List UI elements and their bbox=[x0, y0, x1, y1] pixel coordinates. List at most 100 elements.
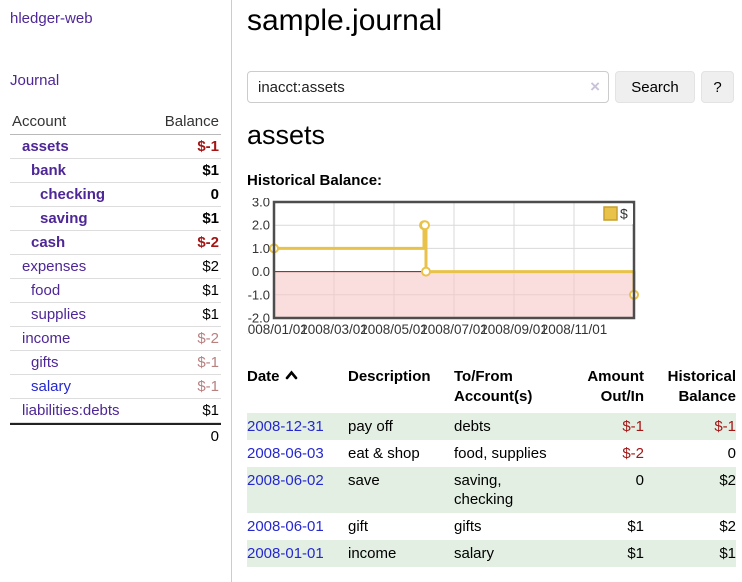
register-balance: $-1 bbox=[714, 418, 736, 435]
register-date-link[interactable]: 2008-01-01 bbox=[247, 545, 324, 562]
svg-text:$: $ bbox=[620, 206, 628, 222]
account-link[interactable]: bank bbox=[31, 162, 67, 179]
account-link[interactable]: liabilities:debts bbox=[22, 402, 120, 419]
account-balance: $-2 bbox=[197, 330, 219, 347]
account-balance: $1 bbox=[202, 282, 219, 299]
account-row: income $-2 bbox=[10, 327, 221, 351]
register-amount: 0 bbox=[635, 472, 644, 489]
page-title: sample.journal bbox=[247, 4, 443, 37]
account-balance: $-1 bbox=[197, 354, 219, 371]
register-date-link[interactable]: 2008-06-02 bbox=[247, 472, 324, 489]
svg-text:2008/07/01: 2008/07/01 bbox=[420, 322, 488, 337]
amount-column-header: Amount Out/In bbox=[587, 368, 644, 405]
account-link[interactable]: assets bbox=[22, 138, 69, 155]
account-link[interactable]: cash bbox=[31, 234, 66, 251]
svg-text:2008/11/01: 2008/11/01 bbox=[541, 322, 608, 337]
register-header-row: Date Description To/From Account(s) Amou… bbox=[247, 365, 736, 413]
register-row: 2008-06-02 save saving, checking 0 $2 bbox=[247, 467, 736, 513]
register-amount: $1 bbox=[627, 518, 644, 535]
accounts-total-row: 0 bbox=[10, 423, 221, 448]
register-balance: 0 bbox=[727, 445, 736, 462]
historical-balance-chart: 3.0 2.0 1.0 0.0 -1.0 -2.02008/01/012008/03/01… bbox=[240, 195, 736, 349]
register-balance: $2 bbox=[719, 518, 736, 535]
register-row: 2008-06-03 eat & shop food, supplies $-2… bbox=[247, 440, 736, 467]
register-amount: $-2 bbox=[622, 445, 644, 462]
account-row: cash $-2 bbox=[10, 231, 221, 255]
svg-text:2008/05/01: 2008/05/01 bbox=[360, 322, 428, 337]
register-accounts: food, supplies bbox=[454, 445, 547, 462]
account-balance: $2 bbox=[202, 258, 219, 275]
account-row: supplies $1 bbox=[10, 303, 221, 327]
svg-text:2008/03/01: 2008/03/01 bbox=[300, 322, 368, 337]
account-link[interactable]: expenses bbox=[22, 258, 87, 275]
svg-text:1.0: 1.0 bbox=[252, 241, 270, 256]
sidebar: hledger-web Journal Account Balance asse… bbox=[0, 0, 232, 582]
account-balance: $1 bbox=[202, 402, 219, 419]
account-row: assets $-1 bbox=[10, 135, 221, 159]
account-link[interactable]: food bbox=[31, 282, 61, 299]
register-date-link[interactable]: 2008-06-01 bbox=[247, 518, 324, 535]
account-balance: $-2 bbox=[197, 234, 219, 251]
clear-search-icon[interactable]: × bbox=[590, 77, 600, 96]
account-row: liabilities:debts $1 bbox=[10, 399, 221, 423]
account-balance: $1 bbox=[202, 210, 219, 227]
register-accounts: gifts bbox=[454, 518, 482, 535]
account-link[interactable]: income bbox=[22, 330, 71, 347]
register-row: 2008-12-31 pay off debts $-1 $-1 bbox=[247, 413, 736, 440]
svg-text:0.0: 0.0 bbox=[252, 264, 270, 279]
date-column-header[interactable]: Date bbox=[247, 365, 348, 413]
register-description: gift bbox=[348, 518, 369, 535]
account-balance: $1 bbox=[202, 162, 219, 179]
account-balance: $-1 bbox=[197, 138, 219, 155]
sidebar-item-journal[interactable]: Journal bbox=[10, 72, 60, 89]
account-link[interactable]: salary bbox=[31, 378, 72, 395]
account-row: food $1 bbox=[10, 279, 221, 303]
account-row: gifts $-1 bbox=[10, 351, 221, 375]
register-description: eat & shop bbox=[348, 445, 420, 462]
register-date-link[interactable]: 2008-06-03 bbox=[247, 445, 324, 462]
register-balance: $1 bbox=[719, 545, 736, 562]
register-amount: $-1 bbox=[622, 418, 644, 435]
account-heading: assets bbox=[247, 120, 326, 150]
account-row: expenses $2 bbox=[10, 255, 221, 279]
sort-ascending-icon bbox=[285, 370, 297, 380]
account-balance: $-1 bbox=[197, 378, 219, 395]
balance-column-header: Balance bbox=[164, 113, 219, 130]
account-column-header: Account bbox=[12, 113, 67, 130]
search-form: × Search ? bbox=[247, 71, 736, 103]
account-link[interactable]: gifts bbox=[31, 354, 59, 371]
register-description: income bbox=[348, 545, 397, 562]
account-row: checking 0 bbox=[10, 183, 221, 207]
register-table: Date Description To/From Account(s) Amou… bbox=[247, 365, 736, 567]
svg-text:2.0: 2.0 bbox=[252, 218, 270, 233]
description-column-header: Description bbox=[348, 368, 431, 385]
account-balance: 0 bbox=[210, 186, 219, 203]
accounts-table: Account Balance assets $-1 bank $1 check… bbox=[10, 110, 221, 448]
svg-text:-1.0: -1.0 bbox=[248, 287, 270, 302]
account-balance: $1 bbox=[202, 306, 219, 323]
account-row: saving $1 bbox=[10, 207, 221, 231]
search-button[interactable]: Search bbox=[615, 71, 695, 103]
account-link[interactable]: saving bbox=[40, 210, 88, 227]
svg-text:2008/01/01: 2008/01/01 bbox=[247, 322, 308, 337]
register-description: pay off bbox=[348, 418, 393, 435]
app-title-link[interactable]: hledger-web bbox=[10, 10, 93, 27]
search-input[interactable] bbox=[247, 71, 609, 103]
register-description: save bbox=[348, 472, 380, 489]
account-link[interactable]: supplies bbox=[31, 306, 87, 323]
svg-text:-2.0: -2.0 bbox=[248, 311, 270, 326]
register-accounts: saving, checking bbox=[454, 472, 514, 508]
register-date-link[interactable]: 2008-12-31 bbox=[247, 418, 324, 435]
register-amount: $1 bbox=[627, 545, 644, 562]
register-accounts: debts bbox=[454, 418, 491, 435]
balance-column-header-register: Historical Balance bbox=[667, 368, 736, 405]
account-link[interactable]: checking bbox=[40, 186, 106, 203]
register-row: 2008-01-01 income salary $1 $1 bbox=[247, 540, 736, 567]
svg-text:2008/09/01: 2008/09/01 bbox=[480, 322, 548, 337]
accounts-total-value: 0 bbox=[210, 428, 219, 445]
account-row: bank $1 bbox=[10, 159, 221, 183]
main-content: sample.journal × Search ? assets Histori… bbox=[232, 0, 742, 582]
help-button[interactable]: ? bbox=[701, 71, 734, 103]
accounts-table-header: Account Balance bbox=[10, 110, 221, 135]
